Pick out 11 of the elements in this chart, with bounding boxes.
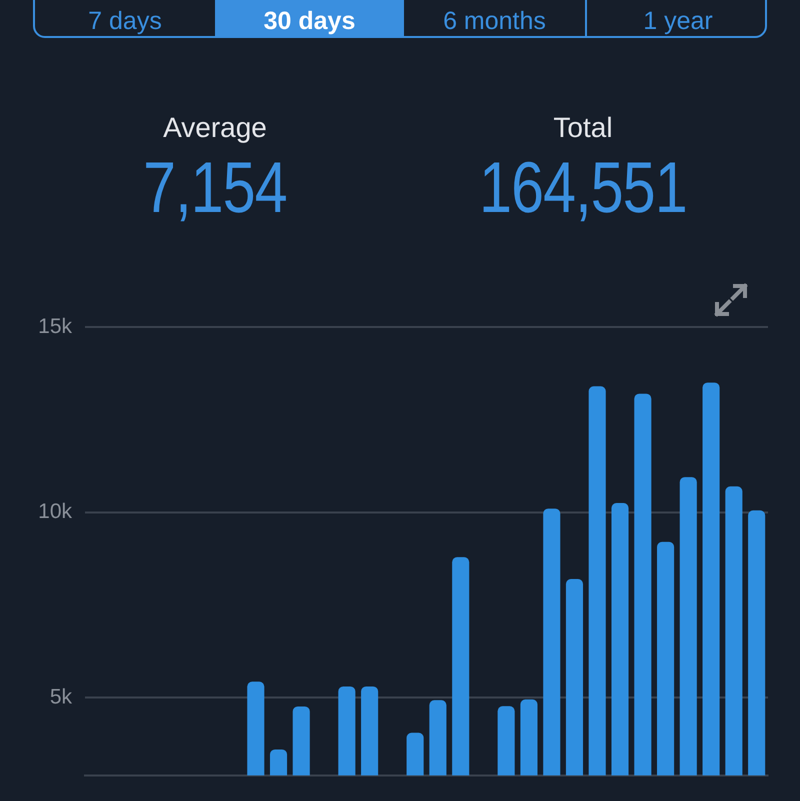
text: 6 months [443, 6, 546, 37]
y-tick-label: 15k [38, 314, 72, 338]
text: 7,154 [142, 148, 288, 228]
y-tick-label: 10k [38, 500, 72, 524]
text: 1 year [643, 6, 713, 37]
text: Total [552, 111, 614, 145]
text: 7 days [88, 6, 162, 37]
text: Average [162, 111, 268, 145]
text: 30 days [264, 6, 356, 37]
y-tick-label: 5k [50, 685, 72, 708]
text: 164,551 [478, 148, 688, 228]
